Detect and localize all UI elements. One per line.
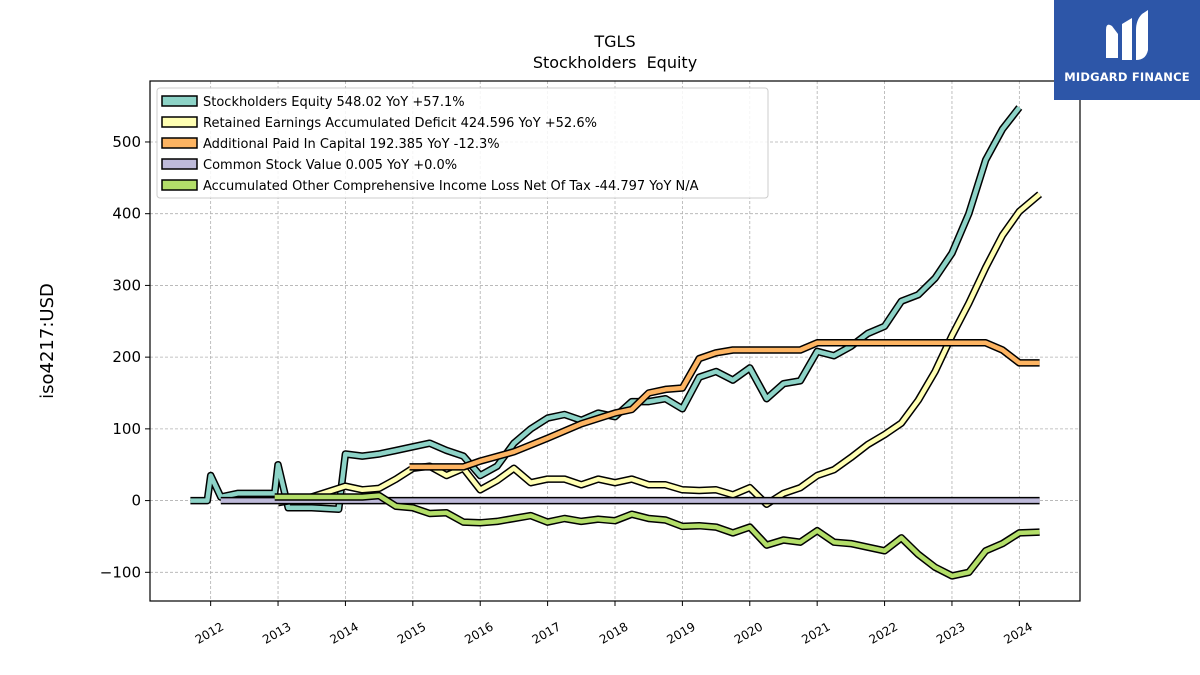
x-tick-label: 2017 [530,619,563,646]
x-tick-label: 2018 [597,619,630,646]
y-tick-label: 400 [112,205,141,223]
legend-label: Stockholders Equity 548.02 YoY +57.1% [203,95,465,110]
chart-subtitle: Stockholders Equity [533,53,697,72]
y-tick-label: 500 [112,133,141,151]
legend-swatch [161,95,198,107]
y-tick-label: 200 [112,348,141,366]
brand-logo: MIDGARD FINANCE [1054,0,1200,100]
y-tick-label: 100 [112,420,141,438]
legend-swatch [161,137,198,149]
series-line [409,340,1040,470]
series-line [190,106,1022,512]
chart-title: TGLS [593,32,635,51]
legend-box [156,87,769,199]
series-4 [274,491,1040,580]
x-tick-label: 2022 [867,619,900,646]
series-0 [190,105,1023,513]
x-tick-label: 2023 [934,619,967,646]
x-tick-label: 2019 [664,619,697,646]
midgard-logo-icon [1106,10,1148,60]
brand-name: MIDGARD FINANCE [1064,70,1190,84]
series-lines [190,105,1043,580]
x-tick-label: 2021 [799,619,832,646]
legend-swatch [161,116,198,128]
x-tick-label: 2024 [1001,619,1034,646]
x-tick-label: 2015 [395,619,428,646]
legend-swatch [161,158,198,170]
legend-swatch [161,179,198,191]
x-tick-label: 2014 [327,619,360,646]
series-line [274,493,1040,579]
legend-label: Common Stock Value 0.005 YoY +0.0% [203,158,457,173]
x-tick-label: 2012 [193,619,226,646]
y-axis-label: iso4217:USD [37,283,58,399]
x-tick-label: 2013 [260,619,293,646]
y-tick-label: 0 [131,492,141,510]
y-tick-label: 300 [112,276,141,294]
legend: Stockholders Equity 548.02 YoY +57.1% Ret… [156,87,769,199]
legend-label: Retained Earnings Accumulated Deficit 42… [203,116,597,131]
x-tick-label: 2020 [732,619,765,646]
series-2 [409,339,1040,471]
legend-label: Additional Paid In Capital 192.385 YoY -… [203,137,500,152]
legend-label: Accumulated Other Comprehensive Income L… [203,179,699,194]
x-tick-label: 2016 [462,619,495,646]
y-tick-label: −100 [100,563,141,581]
